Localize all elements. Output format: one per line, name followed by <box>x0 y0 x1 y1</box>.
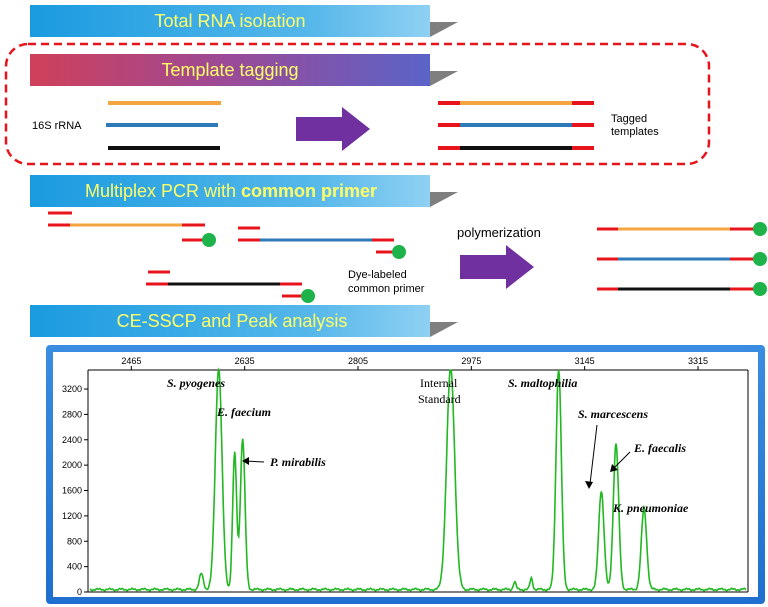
electropherogram-trace <box>89 367 747 592</box>
rrna-label: 16S rRNA <box>32 120 82 132</box>
tagged-label-line1: Tagged <box>611 113 647 125</box>
pcr-template-blue <box>238 226 406 259</box>
e-faecalis-arrowhead <box>610 464 618 472</box>
x-tick-label: 2635 <box>235 356 255 366</box>
s-marcescens-arrow <box>589 424 598 485</box>
polymerization-label: polymerization <box>457 225 541 240</box>
label-e-faecium: E. faecium <box>216 405 271 419</box>
label-s-maltophilia: S. maltophilia <box>508 376 577 390</box>
step2-banner: Template tagging <box>30 54 458 86</box>
y-tick-label: 2800 <box>62 409 82 419</box>
label-e-faecalis: E. faecalis <box>633 441 686 455</box>
dye-label-line2: common primer <box>348 283 425 295</box>
p-mirabilis-arrowhead <box>242 457 249 465</box>
tagging-dashed-box <box>4 42 711 166</box>
step4-title: CE-SSCP and Peak analysis <box>117 311 348 331</box>
step3-title-bold: common primer <box>241 181 377 201</box>
y-tick-label: 800 <box>67 536 82 546</box>
step3-title-prefix: Multiplex PCR with <box>85 181 241 201</box>
tagged-label-line2: templates <box>611 126 659 138</box>
label-internal-line1: Internal <box>420 376 458 390</box>
s-marcescens-arrowhead <box>585 481 593 489</box>
step3-title: Multiplex PCR with common primer <box>85 181 377 201</box>
x-tick-labels: 2465 2635 2805 2975 3145 3315 <box>121 356 708 370</box>
y-tick-labels: 0 400 800 1200 1600 2000 2400 2800 3200 <box>62 384 88 597</box>
label-internal-line2: Standard <box>418 392 461 406</box>
y-tick-label: 2000 <box>62 460 82 470</box>
e-faecalis-arrow <box>612 451 631 470</box>
step4-banner: CE-SSCP and Peak analysis <box>30 305 458 337</box>
y-tick-label: 1200 <box>62 511 82 521</box>
electropherogram-panel: 2465 2635 2805 2975 3145 3315 0 400 800 1200 1600… <box>46 345 765 604</box>
label-k-pneumoniae: K. pneumoniae <box>612 501 689 515</box>
trace-layer <box>89 367 747 592</box>
step2-title: Template tagging <box>161 60 298 80</box>
x-tick-label: 3315 <box>688 356 708 366</box>
step3-banner: Multiplex PCR with common primer <box>30 175 458 207</box>
pcr-products <box>597 222 767 296</box>
pcr-template-orange <box>48 211 216 247</box>
x-tick-label: 2975 <box>461 356 481 366</box>
x-tick-label: 2805 <box>348 356 368 366</box>
plot-area: 2465 2635 2805 2975 3145 3315 0 400 800 1200 1600… <box>62 356 749 597</box>
label-s-marcescens: S. marcescens <box>578 407 648 421</box>
y-tick-label: 3200 <box>62 384 82 394</box>
y-tick-label: 1600 <box>62 486 82 496</box>
y-tick-label: 2400 <box>62 435 82 445</box>
tagged-templates <box>438 101 594 150</box>
polymerization-arrow <box>460 245 534 289</box>
x-tick-label: 2465 <box>121 356 141 366</box>
tagging-arrow <box>296 107 370 151</box>
x-tick-label: 3145 <box>575 356 595 366</box>
dye-label-line1: Dye-labeled <box>348 269 407 281</box>
label-s-pyogenes: S. pyogenes <box>167 376 225 390</box>
step1-banner: Total RNA isolation <box>30 5 458 37</box>
pcr-template-black <box>146 270 315 303</box>
y-tick-label: 0 <box>77 587 82 597</box>
y-tick-label: 400 <box>67 562 82 572</box>
label-p-mirabilis: P. mirabilis <box>270 455 326 469</box>
step1-title: Total RNA isolation <box>154 11 305 31</box>
